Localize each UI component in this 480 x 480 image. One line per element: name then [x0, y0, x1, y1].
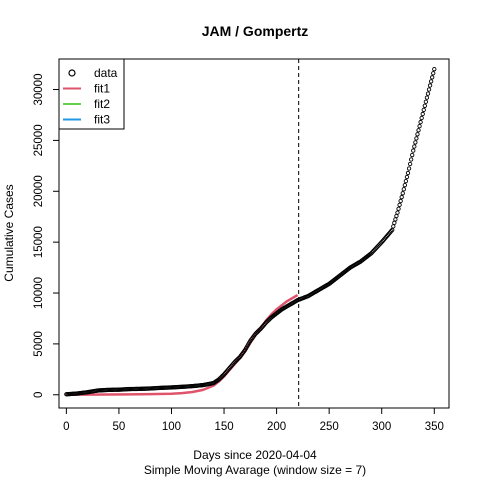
y-tick-label: 0 [33, 392, 45, 398]
x-tick-label: 100 [162, 421, 181, 433]
data-point [419, 115, 424, 121]
data-point [375, 244, 380, 249]
data-point [402, 183, 407, 188]
data-point [426, 87, 432, 92]
legend-label-fit3: fit3 [94, 113, 110, 127]
data-point [411, 148, 416, 153]
data-point [421, 107, 426, 113]
legend-label-fit2: fit2 [94, 97, 110, 111]
data-point [398, 198, 403, 204]
y-tick-label: 25000 [33, 124, 45, 156]
data-point [372, 247, 377, 253]
data-point [378, 241, 383, 246]
data-point [236, 355, 241, 361]
data-point [391, 224, 396, 229]
data-points [64, 67, 437, 397]
y-tick-label: 10000 [33, 277, 45, 309]
data-point [431, 71, 436, 76]
data-point [406, 166, 412, 171]
y-axis-label: Cumulative Cases [2, 184, 16, 281]
data-point [425, 91, 431, 96]
data-point [415, 132, 420, 137]
data-point [430, 75, 435, 80]
data-point [370, 250, 375, 255]
data-point [424, 95, 430, 100]
x-axis-sublabel: Simple Moving Avarage (window size = 7) [144, 463, 366, 477]
legend-label-data: data [94, 66, 118, 80]
data-point [427, 83, 433, 88]
data-point [416, 128, 421, 133]
x-axis-label: Days since 2020-04-04 [193, 448, 317, 462]
x-tick-label: 0 [63, 421, 69, 433]
data-point [369, 251, 374, 256]
data-point [376, 243, 381, 248]
data-point [410, 152, 415, 158]
data-point [397, 202, 402, 208]
data-point [418, 119, 423, 125]
data-point [374, 245, 379, 250]
data-point [394, 213, 399, 219]
data-point [257, 327, 262, 332]
legend-marker-data [68, 69, 76, 77]
data-point [395, 210, 400, 215]
x-tick-label: 200 [267, 421, 286, 433]
data-point [412, 144, 417, 149]
data-point [371, 248, 376, 254]
data-point [422, 103, 427, 108]
plot-frame [58, 58, 450, 409]
fit1-line [66, 293, 299, 396]
data-point [220, 373, 226, 378]
data-point [417, 124, 422, 129]
y-tick-label: 20000 [33, 175, 45, 207]
data-point [414, 136, 419, 141]
data-point [400, 191, 405, 196]
y-tick-label: 15000 [33, 226, 45, 258]
data-point [403, 178, 409, 184]
x-tick-label: 250 [320, 421, 339, 433]
data-point [392, 220, 397, 225]
data-point [399, 195, 404, 200]
data-point [409, 157, 414, 162]
data-point [413, 140, 418, 145]
data-point [405, 170, 411, 176]
data-point [396, 206, 401, 211]
x-tick-label: 50 [113, 421, 126, 433]
data-point [420, 111, 425, 117]
legend-label-fit1: fit1 [94, 82, 110, 96]
y-tick-label: 5000 [33, 331, 45, 357]
x-tick-label: 350 [425, 421, 444, 433]
data-point [377, 242, 382, 247]
fit-curves [66, 293, 299, 396]
data-point [428, 79, 434, 84]
data-point [373, 246, 378, 252]
x-tick-label: 300 [372, 421, 391, 433]
data-point [401, 187, 406, 192]
data-point [423, 99, 429, 104]
x-tick-label: 150 [214, 421, 233, 433]
x-axis: 0 50 100 150 200 250 300 350 [63, 408, 444, 433]
chart-title: JAM / Gompertz [202, 23, 309, 39]
data-point [393, 217, 398, 222]
y-tick-label: 30000 [33, 74, 45, 106]
data-point [432, 67, 437, 72]
data-point [407, 161, 413, 167]
data-point [404, 174, 410, 180]
y-axis: 0 5000 10000 15000 20000 25000 30000 [33, 74, 59, 398]
